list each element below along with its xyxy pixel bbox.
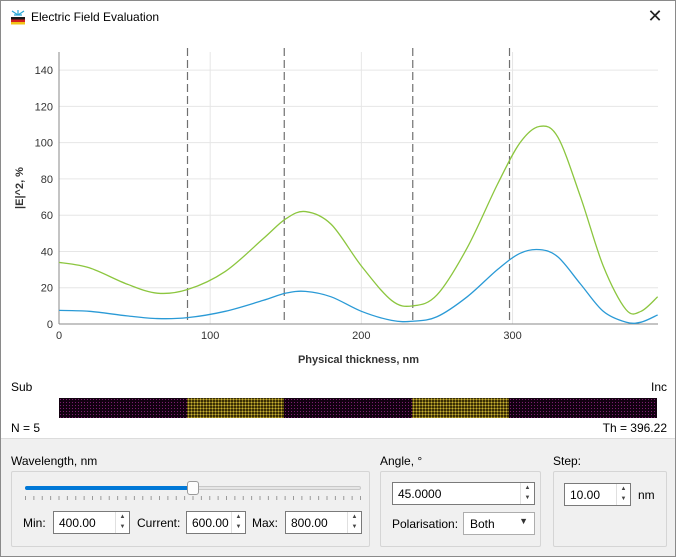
current-wavelength-spin[interactable]: ▲ ▼ xyxy=(231,512,245,533)
app-icon xyxy=(11,10,25,25)
wavelength-group xyxy=(11,471,370,547)
min-wavelength-input[interactable]: 400.00 ▲ ▼ xyxy=(53,511,130,534)
polarisation-select[interactable]: Both ▼ xyxy=(463,512,535,535)
current-label: Current: xyxy=(137,516,181,530)
spin-down-icon[interactable]: ▼ xyxy=(524,495,531,501)
spin-up-icon[interactable]: ▲ xyxy=(524,485,531,491)
close-icon: ✕ xyxy=(647,6,663,26)
layer-4 xyxy=(412,398,509,418)
field-chart: 0 20 40 60 80 100 120 140 0 100 200 300 Physical thi… xyxy=(1,32,675,377)
series-line-1 xyxy=(58,125,659,315)
spin-up-icon[interactable]: ▲ xyxy=(119,514,126,520)
angle-group xyxy=(380,471,541,547)
min-wavelength-spin[interactable]: ▲ ▼ xyxy=(115,512,129,533)
step-value: 10.00 xyxy=(570,488,601,502)
x-tick-label: 200 xyxy=(352,330,370,342)
chart-canvas: 0 20 40 60 80 100 120 140 0 100 200 300 Physical thi… xyxy=(14,48,659,366)
y-tick-label: 40 xyxy=(41,246,53,258)
chevron-down-icon: ▼ xyxy=(519,516,528,526)
series-line-2 xyxy=(58,248,658,324)
x-axis-label: Physical thickness, nm xyxy=(298,354,419,366)
current-wavelength-value: 600.00 xyxy=(192,516,229,530)
max-wavelength-input[interactable]: 800.00 ▲ ▼ xyxy=(285,511,362,534)
polarisation-label: Polarisation: xyxy=(392,517,459,531)
wavelength-slider-fill xyxy=(25,486,193,490)
wavelength-group-title: Wavelength, nm xyxy=(11,454,98,468)
y-axis-label: |E|^2, % xyxy=(14,167,26,209)
layer-structure-bar xyxy=(59,398,657,418)
layer-1 xyxy=(59,398,188,418)
title-bar: Electric Field Evaluation ✕ xyxy=(1,1,675,32)
y-tick-label: 100 xyxy=(35,138,53,150)
current-wavelength-input[interactable]: 600.00 ▲ ▼ xyxy=(186,511,246,534)
max-wavelength-spin[interactable]: ▲ ▼ xyxy=(347,512,361,533)
total-thickness-label: Th = 396.22 xyxy=(602,421,667,435)
step-group-title: Step: xyxy=(553,454,582,468)
spin-down-icon[interactable]: ▼ xyxy=(351,524,358,530)
incident-medium-label: Inc xyxy=(650,380,667,394)
step-group xyxy=(553,471,667,547)
x-tick-label: 300 xyxy=(503,330,521,342)
angle-value: 45.0000 xyxy=(398,487,442,501)
layer-count-label: N = 5 xyxy=(11,421,41,435)
step-spin[interactable]: ▲ ▼ xyxy=(616,484,630,505)
wavelength-slider-thumb[interactable] xyxy=(187,481,199,495)
min-label: Min: xyxy=(23,516,46,530)
spin-up-icon[interactable]: ▲ xyxy=(620,486,627,492)
spin-down-icon[interactable]: ▼ xyxy=(235,524,242,530)
step-unit-label: nm xyxy=(638,488,655,502)
spin-up-icon[interactable]: ▲ xyxy=(351,514,358,520)
close-button[interactable]: ✕ xyxy=(635,1,675,32)
y-tick-label: 120 xyxy=(35,101,53,113)
max-wavelength-value: 800.00 xyxy=(291,516,328,530)
y-tick-label: 140 xyxy=(35,65,53,77)
y-tick-label: 20 xyxy=(41,283,53,295)
window-title: Electric Field Evaluation xyxy=(31,10,160,24)
y-tick-label: 0 xyxy=(47,319,53,331)
y-tick-label: 80 xyxy=(41,174,53,186)
x-tick-label: 100 xyxy=(201,330,219,342)
spin-down-icon[interactable]: ▼ xyxy=(620,496,627,502)
spin-down-icon[interactable]: ▼ xyxy=(119,524,126,530)
x-tick-label: 0 xyxy=(56,330,62,342)
polarisation-value: Both xyxy=(470,517,495,531)
angle-spin[interactable]: ▲ ▼ xyxy=(520,483,534,504)
layer-5 xyxy=(508,398,657,418)
angle-group-title: Angle, ° xyxy=(380,454,423,468)
wavelength-slider-ticks xyxy=(25,496,361,500)
spin-up-icon[interactable]: ▲ xyxy=(235,514,242,520)
max-label: Max: xyxy=(252,516,279,530)
angle-input[interactable]: 45.0000 ▲ ▼ xyxy=(392,482,535,505)
layer-2 xyxy=(187,398,284,418)
controls-panel xyxy=(1,438,675,556)
y-tick-label: 60 xyxy=(41,210,53,222)
min-wavelength-value: 400.00 xyxy=(59,516,96,530)
layer-3 xyxy=(283,398,413,418)
substrate-label: Sub xyxy=(11,380,33,394)
step-input[interactable]: 10.00 ▲ ▼ xyxy=(564,483,631,506)
